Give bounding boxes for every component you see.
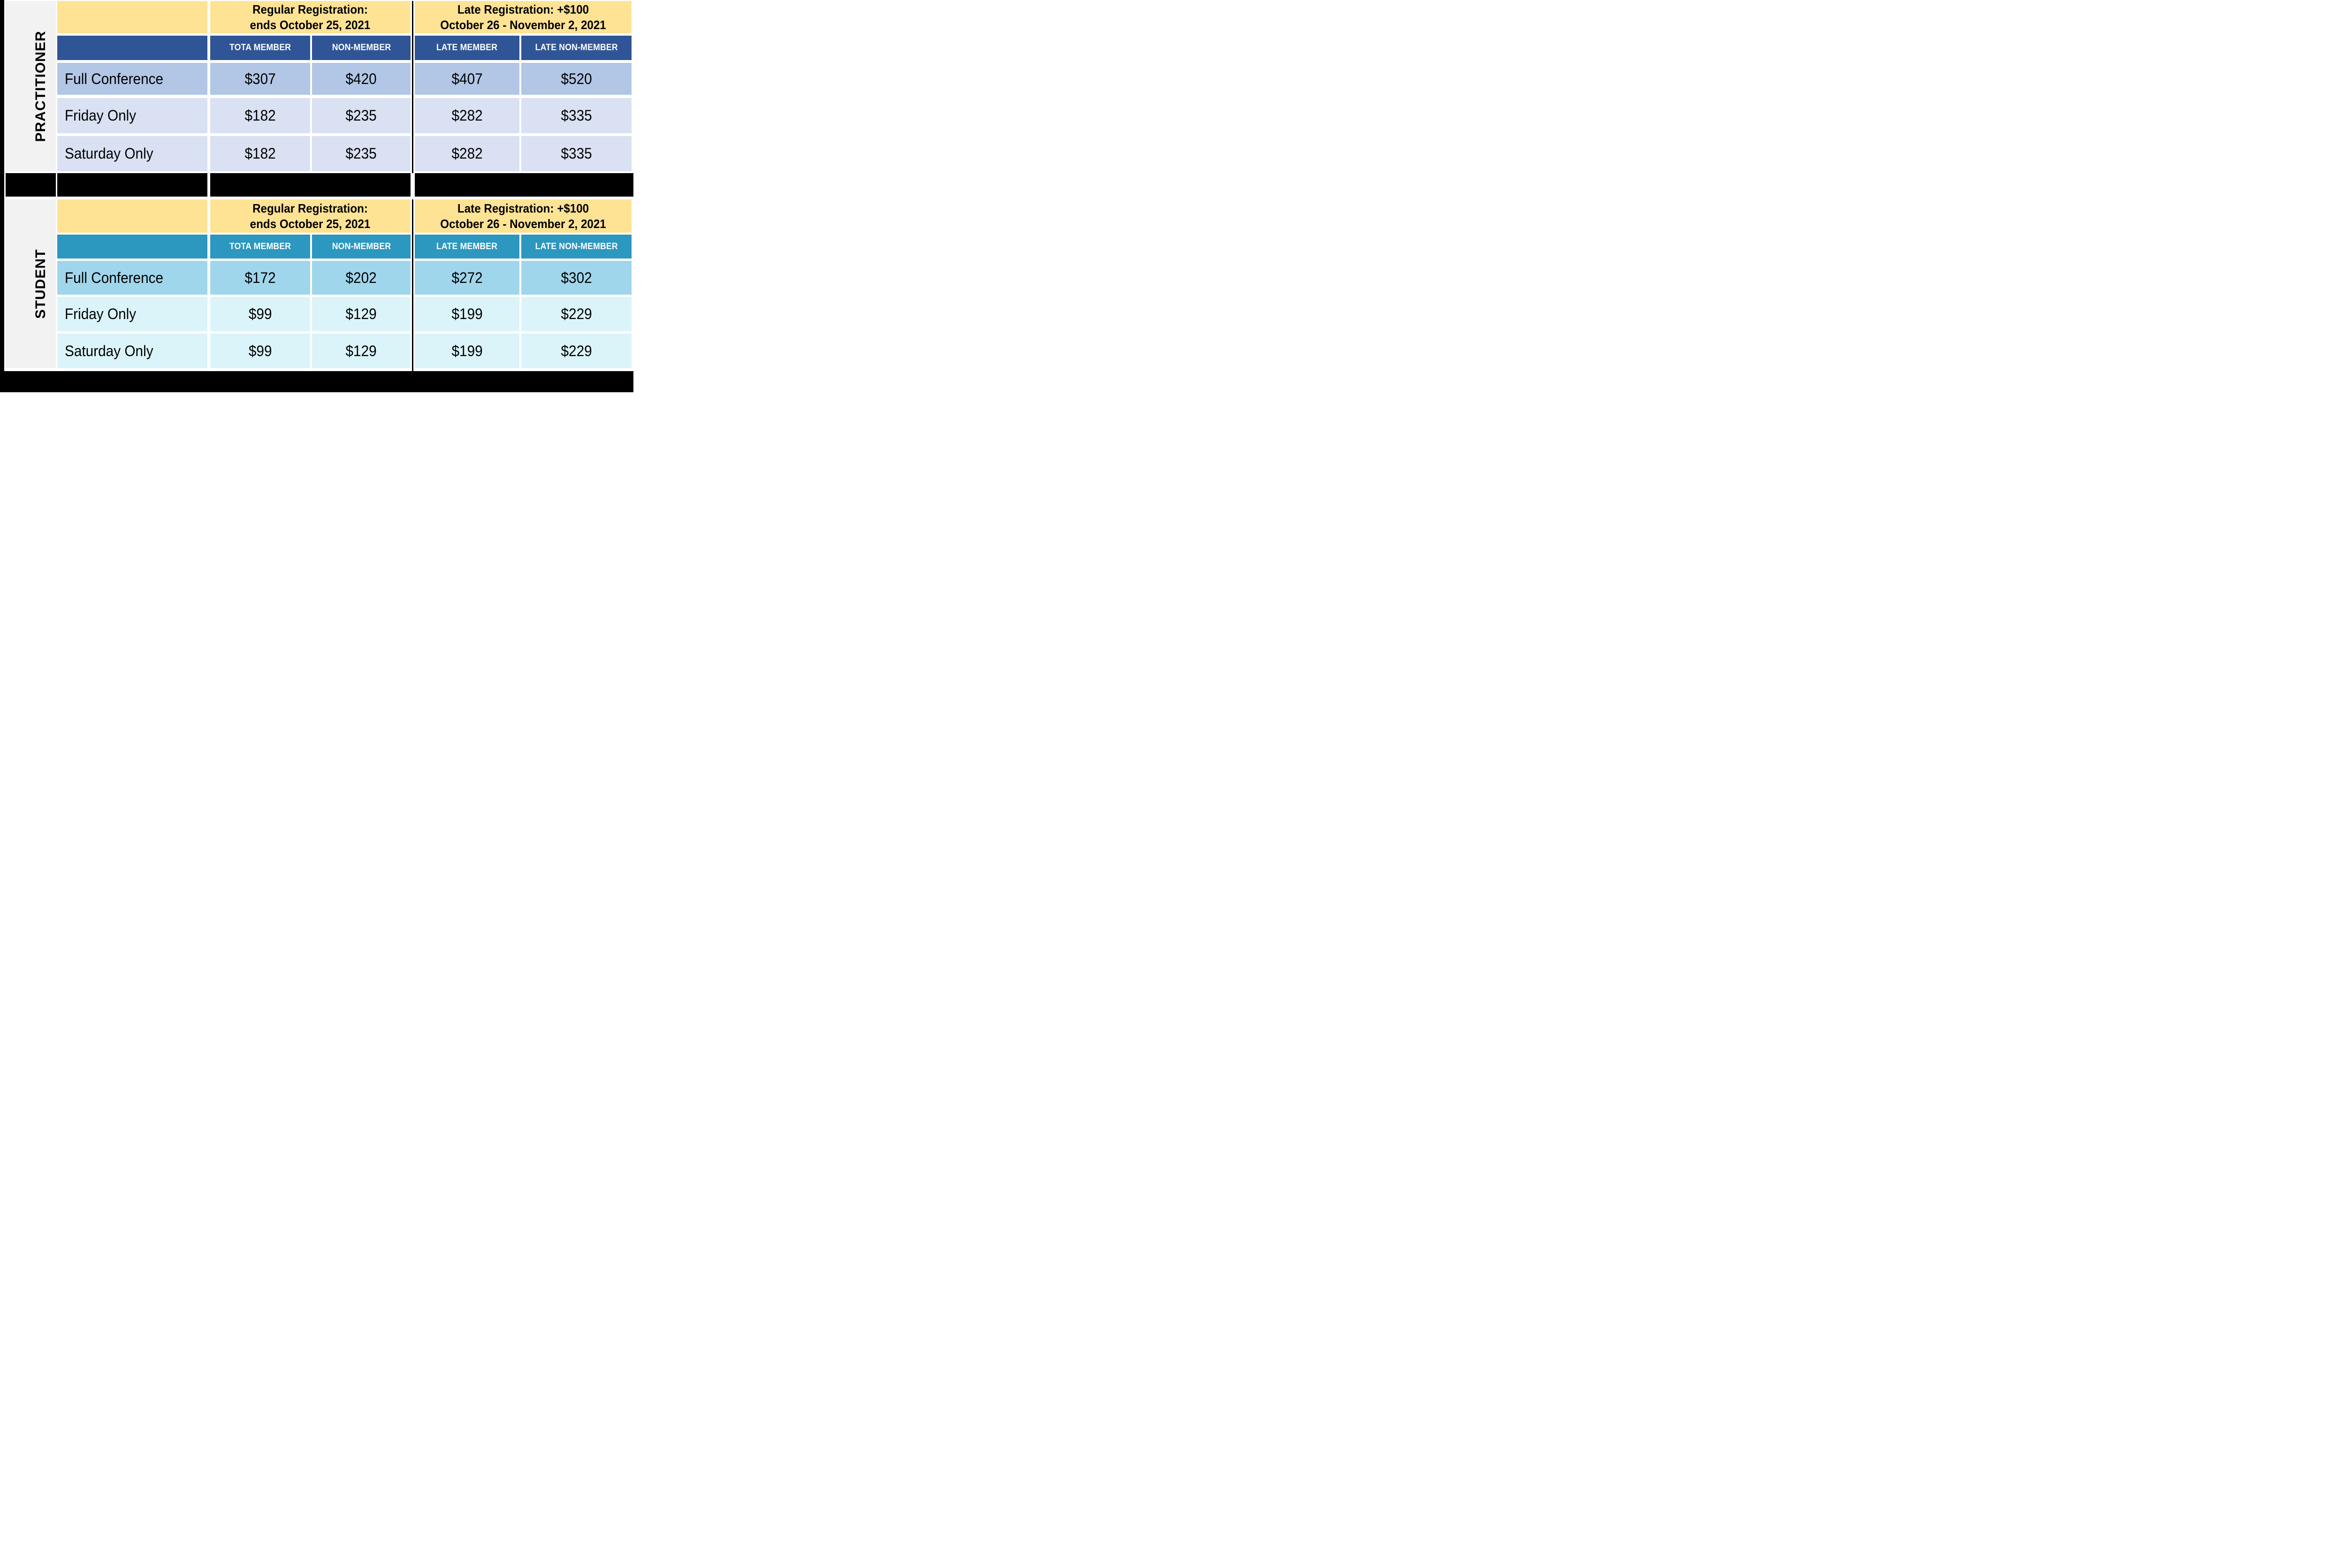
column-header-late-non-member: LATE NON-MEMBER bbox=[521, 235, 632, 259]
price-cell: $199 bbox=[415, 334, 519, 368]
price-cell: $272 bbox=[415, 261, 519, 295]
price-cell: $335 bbox=[521, 98, 632, 133]
student-section-label: STUDENT bbox=[32, 249, 48, 319]
row-label: Full Conference bbox=[57, 261, 207, 295]
separator-segment bbox=[6, 173, 56, 197]
blank-header-cell bbox=[57, 36, 207, 60]
price-cell: $282 bbox=[415, 136, 519, 171]
price-cell: $202 bbox=[312, 261, 411, 295]
column-header-tota-member: TOTA MEMBER bbox=[210, 36, 310, 60]
late-columns-divider-line bbox=[412, 1, 413, 173]
bottom-black-bar bbox=[0, 371, 633, 392]
blank-header-cell bbox=[57, 235, 207, 259]
price-cell: $335 bbox=[521, 136, 632, 171]
regular-registration-header: Regular Registration: ends October 25, 2… bbox=[210, 1, 411, 33]
row-label: Saturday Only bbox=[57, 136, 207, 171]
price-cell: $129 bbox=[312, 334, 411, 368]
price-cell: $99 bbox=[210, 334, 310, 368]
regular-header-line1: Regular Registration: bbox=[252, 201, 368, 215]
price-cell: $520 bbox=[521, 63, 632, 95]
practitioner-row-full-conference: Full Conference $307 $420 $407 $520 bbox=[57, 63, 632, 95]
price-cell: $99 bbox=[210, 297, 310, 331]
price-cell: $182 bbox=[210, 136, 310, 171]
practitioner-side-panel: PRACTITIONER bbox=[6, 1, 56, 171]
row-label: Friday Only bbox=[57, 98, 207, 133]
student-column-header-row: TOTA MEMBER NON-MEMBER LATE MEMBER LATE … bbox=[57, 235, 632, 259]
late-columns-divider-line bbox=[412, 199, 413, 371]
price-cell: $307 bbox=[210, 63, 310, 95]
price-cell: $172 bbox=[210, 261, 310, 295]
price-cell: $282 bbox=[415, 98, 519, 133]
price-cell: $229 bbox=[521, 334, 632, 368]
price-cell: $420 bbox=[312, 63, 411, 95]
separator-segment bbox=[415, 173, 633, 197]
column-header-non-member: NON-MEMBER bbox=[312, 36, 411, 60]
price-cell: $199 bbox=[415, 297, 519, 331]
price-cell: $302 bbox=[521, 261, 632, 295]
separator-segment bbox=[57, 173, 207, 197]
row-label: Friday Only bbox=[57, 297, 207, 331]
late-header-line1: Late Registration: +$100 bbox=[457, 201, 589, 215]
column-header-late-non-member: LATE NON-MEMBER bbox=[521, 36, 632, 60]
student-row-friday-only: Friday Only $99 $129 $199 $229 bbox=[57, 297, 632, 331]
regular-header-line2: ends October 25, 2021 bbox=[250, 17, 371, 32]
late-registration-header: Late Registration: +$100 October 26 - No… bbox=[415, 199, 632, 233]
student-row-full-conference: Full Conference $172 $202 $272 $302 bbox=[57, 261, 632, 295]
row-label: Saturday Only bbox=[57, 334, 207, 368]
separator-band bbox=[6, 173, 633, 197]
practitioner-row-friday-only: Friday Only $182 $235 $282 $335 bbox=[57, 98, 632, 133]
late-registration-header: Late Registration: +$100 October 26 - No… bbox=[415, 1, 632, 33]
left-black-bar bbox=[0, 0, 4, 392]
registration-pricing-table: PRACTITIONER Regular Registration: ends … bbox=[0, 0, 633, 392]
student-side-panel: STUDENT bbox=[6, 199, 56, 368]
price-cell: $182 bbox=[210, 98, 310, 133]
blank-corner-cell bbox=[57, 1, 207, 33]
column-header-non-member: NON-MEMBER bbox=[312, 235, 411, 259]
regular-registration-header: Regular Registration: ends October 25, 2… bbox=[210, 199, 411, 233]
price-cell: $229 bbox=[521, 297, 632, 331]
column-header-late-member: LATE MEMBER bbox=[415, 36, 519, 60]
late-header-line1: Late Registration: +$100 bbox=[457, 2, 589, 16]
student-row-saturday-only: Saturday Only $99 $129 $199 $229 bbox=[57, 334, 632, 368]
regular-header-line1: Regular Registration: bbox=[252, 2, 368, 16]
late-header-line2: October 26 - November 2, 2021 bbox=[440, 17, 606, 32]
blank-corner-cell bbox=[57, 199, 207, 233]
student-period-header-row: Regular Registration: ends October 25, 2… bbox=[57, 199, 632, 233]
price-cell: $129 bbox=[312, 297, 411, 331]
price-cell: $235 bbox=[312, 136, 411, 171]
separator-segment bbox=[210, 173, 411, 197]
practitioner-section-label: PRACTITIONER bbox=[32, 30, 48, 142]
column-header-late-member: LATE MEMBER bbox=[415, 235, 519, 259]
practitioner-period-header-row: Regular Registration: ends October 25, 2… bbox=[57, 1, 632, 33]
row-label: Full Conference bbox=[57, 63, 207, 95]
late-header-line2: October 26 - November 2, 2021 bbox=[440, 216, 606, 231]
column-header-tota-member: TOTA MEMBER bbox=[210, 235, 310, 259]
practitioner-column-header-row: TOTA MEMBER NON-MEMBER LATE MEMBER LATE … bbox=[57, 36, 632, 60]
price-cell: $407 bbox=[415, 63, 519, 95]
price-cell: $235 bbox=[312, 98, 411, 133]
practitioner-row-saturday-only: Saturday Only $182 $235 $282 $335 bbox=[57, 136, 632, 171]
regular-header-line2: ends October 25, 2021 bbox=[250, 216, 371, 231]
